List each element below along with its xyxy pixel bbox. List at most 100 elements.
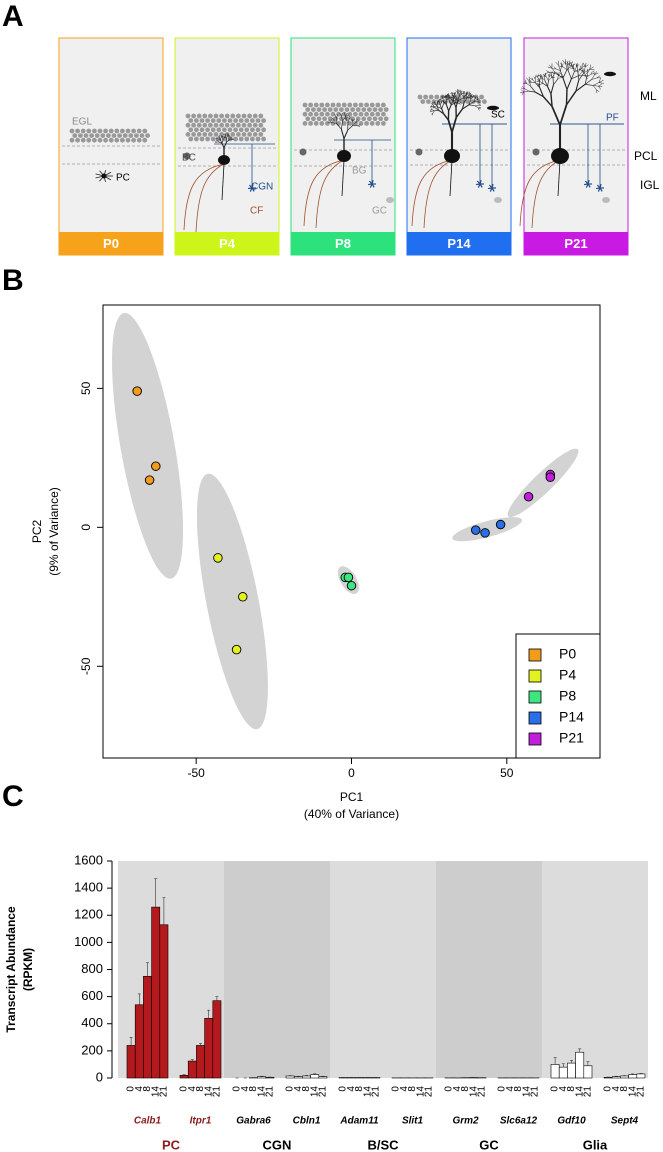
- dendrite: [430, 103, 434, 105]
- egl-cell: [122, 133, 128, 139]
- stage-panel: P14: [406, 37, 512, 256]
- dendrite: [470, 93, 473, 97]
- stage-footer: [524, 232, 628, 255]
- dendrite: [454, 93, 457, 97]
- egl-cell: [336, 102, 341, 108]
- x-tick-label: 8: [142, 1086, 153, 1092]
- dendrite: [585, 64, 589, 68]
- dendrite: [531, 77, 534, 81]
- dendrite: [477, 101, 481, 104]
- egl-cell: [383, 116, 389, 122]
- dendrite: [352, 122, 356, 127]
- dendrite: [584, 75, 588, 79]
- climbing-fiber: [195, 163, 225, 233]
- x-tick-label: 8: [248, 1086, 259, 1092]
- egl-cell: [344, 107, 350, 112]
- gene-label: Slc6a12: [500, 1116, 538, 1127]
- egl-cell: [325, 111, 330, 117]
- egl-cell: [208, 122, 213, 128]
- bar: [318, 1076, 328, 1079]
- stage-label: P14: [447, 236, 471, 251]
- legend-swatch: [528, 711, 542, 725]
- x-tick-label: 4: [134, 1086, 145, 1092]
- bar: [187, 1060, 197, 1079]
- dendrite: [590, 73, 595, 75]
- egl-cell: [188, 127, 194, 133]
- egl-cell: [199, 136, 205, 142]
- dendrite: [552, 74, 555, 79]
- y-tick-label: 50: [79, 381, 93, 395]
- egl-cell: [244, 127, 250, 133]
- dendrite: [437, 106, 442, 110]
- egl-cell: [142, 137, 148, 143]
- dendrite: [519, 91, 524, 93]
- dendrite: [591, 74, 595, 80]
- cell-label: CGN: [251, 182, 273, 193]
- dendrite: [548, 77, 552, 81]
- dendrite: [451, 117, 458, 133]
- egl-cell: [381, 121, 386, 126]
- layer-label: ML: [640, 89, 657, 103]
- climbing-fiber: [183, 163, 225, 231]
- bar: [310, 1074, 320, 1079]
- purkinje-soma: [444, 149, 460, 163]
- egl-cell: [339, 107, 344, 112]
- bar: [620, 1075, 629, 1079]
- dendrite: [468, 99, 472, 105]
- bar: [126, 1045, 136, 1079]
- dendrite: [462, 91, 465, 94]
- egl-cell: [244, 118, 250, 123]
- x-tick-label: 0: [179, 1086, 190, 1092]
- egl-cell: [142, 128, 148, 134]
- legend-swatch: [528, 732, 542, 746]
- dendrite: [594, 72, 599, 75]
- egl-cell: [213, 113, 219, 119]
- dendrite: [524, 88, 529, 92]
- data-point: [523, 492, 534, 502]
- egl-cell: [213, 122, 219, 128]
- dendrite: [537, 84, 540, 87]
- dendrite: [450, 100, 454, 106]
- bar: [302, 1075, 311, 1079]
- x-tick-label: 21: [159, 1086, 170, 1098]
- bar: [558, 1066, 568, 1079]
- cell-label: EGL: [72, 117, 92, 128]
- dendrite: [435, 103, 438, 107]
- x-tick-label: 0: [126, 1086, 137, 1092]
- group-background: [224, 861, 330, 1078]
- egl-cell: [125, 137, 131, 143]
- egl-cell: [196, 113, 202, 119]
- dendrite: [581, 63, 584, 68]
- x-tick-label: 21: [636, 1086, 647, 1098]
- dendrite: [553, 79, 558, 86]
- group-label: PC: [162, 1137, 181, 1152]
- egl-cell: [210, 118, 216, 123]
- egl-cell: [191, 113, 197, 119]
- dendrite: [590, 71, 593, 75]
- dendrite: [220, 139, 223, 144]
- dendrite: [559, 104, 568, 126]
- egl-cell: [216, 118, 222, 123]
- dendrite: [586, 72, 589, 78]
- egl-cell: [120, 137, 125, 143]
- dendrite: [440, 102, 442, 106]
- dendrite: [446, 97, 450, 101]
- egl-cell: [258, 113, 264, 119]
- egl-cell: [375, 121, 381, 126]
- bar: [265, 1077, 275, 1079]
- purkinje-soma: [101, 173, 107, 179]
- dendrite: [535, 75, 538, 78]
- egl-cell: [319, 121, 325, 126]
- dendrite: [331, 117, 335, 121]
- dendrite: [524, 79, 527, 84]
- dendrite: [345, 114, 350, 117]
- egl-cell: [97, 137, 103, 143]
- group-background: [436, 861, 542, 1078]
- dendrite: [528, 81, 532, 84]
- dendrite: [562, 77, 568, 90]
- dendrite: [574, 69, 580, 73]
- egl-cell: [224, 122, 230, 128]
- egl-cell: [238, 118, 244, 123]
- panel-label: B: [2, 264, 24, 297]
- dendrite: [219, 137, 221, 140]
